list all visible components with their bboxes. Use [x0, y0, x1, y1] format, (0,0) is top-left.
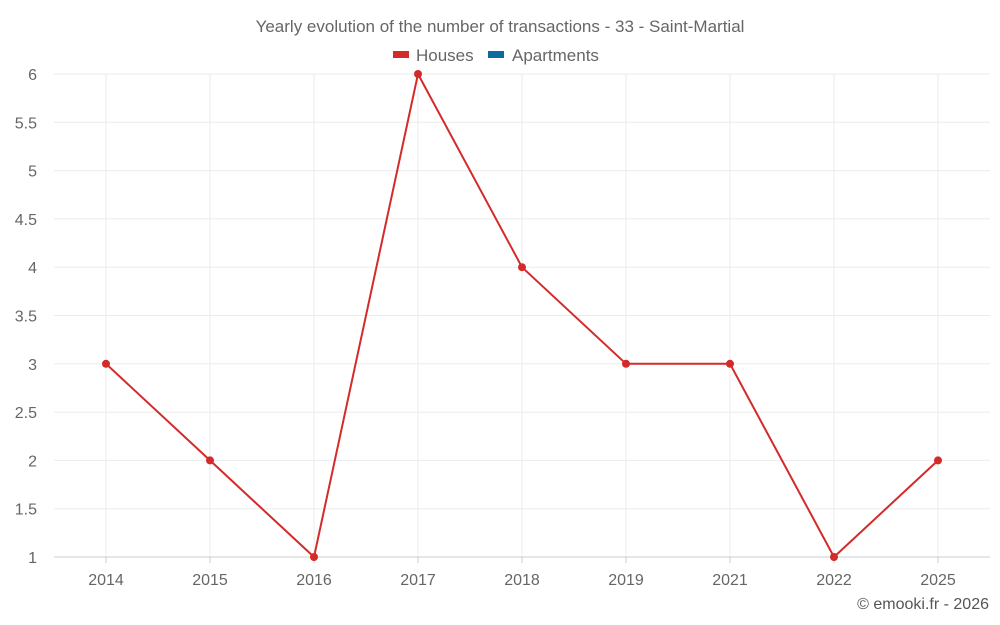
x-tick-label: 2016 [296, 572, 332, 589]
x-tick-label: 2015 [192, 572, 228, 589]
data-point[interactable] [934, 456, 942, 465]
data-point[interactable] [102, 359, 110, 368]
data-point[interactable] [622, 359, 630, 368]
x-tick-label: 2021 [712, 572, 748, 589]
data-point[interactable] [518, 263, 526, 272]
y-axis: 1 1.5 2 2.5 3 3.5 4 4.5 5 5.5 6 [15, 67, 37, 567]
y-tick-label: 4 [28, 260, 37, 277]
y-tick-label: 1.5 [15, 502, 37, 519]
y-tick-label: 3.5 [15, 309, 37, 326]
y-tick-label: 6 [28, 67, 37, 84]
y-tick-label: 2 [28, 453, 37, 470]
legend: Houses Apartments [393, 46, 599, 65]
y-tick-label: 3 [28, 357, 37, 374]
x-tick-label: 2025 [920, 572, 956, 589]
grid [54, 73, 990, 557]
y-tick-label: 5.5 [15, 115, 37, 132]
x-axis: 2014 2015 2016 2017 2018 2019 2021 2022 2025 [54, 556, 990, 589]
x-tick-label: 2018 [504, 572, 540, 589]
y-tick-label: 2.5 [15, 405, 37, 422]
data-point[interactable] [310, 553, 318, 561]
data-point[interactable] [726, 359, 734, 368]
data-point[interactable] [830, 553, 838, 561]
data-point[interactable] [414, 70, 422, 78]
legend-swatch-houses [393, 51, 409, 58]
legend-label-houses: Houses [416, 46, 474, 65]
chart-title: Yearly evolution of the number of transa… [256, 17, 745, 36]
x-tick-label: 2014 [88, 572, 124, 589]
legend-item-houses[interactable]: Houses [393, 46, 474, 65]
y-tick-label: 1 [28, 550, 37, 567]
footer-credit: © emooki.fr - 2026 [857, 596, 989, 613]
y-tick-label: 4.5 [15, 212, 37, 229]
series-houses [102, 70, 942, 561]
y-tick-label: 5 [28, 164, 37, 181]
x-tick-label: 2019 [608, 572, 644, 589]
legend-item-apartments[interactable]: Apartments [488, 46, 599, 65]
x-tick-label: 2017 [400, 572, 436, 589]
data-point[interactable] [206, 456, 214, 465]
legend-swatch-apartments [488, 51, 504, 58]
x-tick-label: 2022 [816, 572, 852, 589]
legend-label-apartments: Apartments [512, 46, 599, 65]
